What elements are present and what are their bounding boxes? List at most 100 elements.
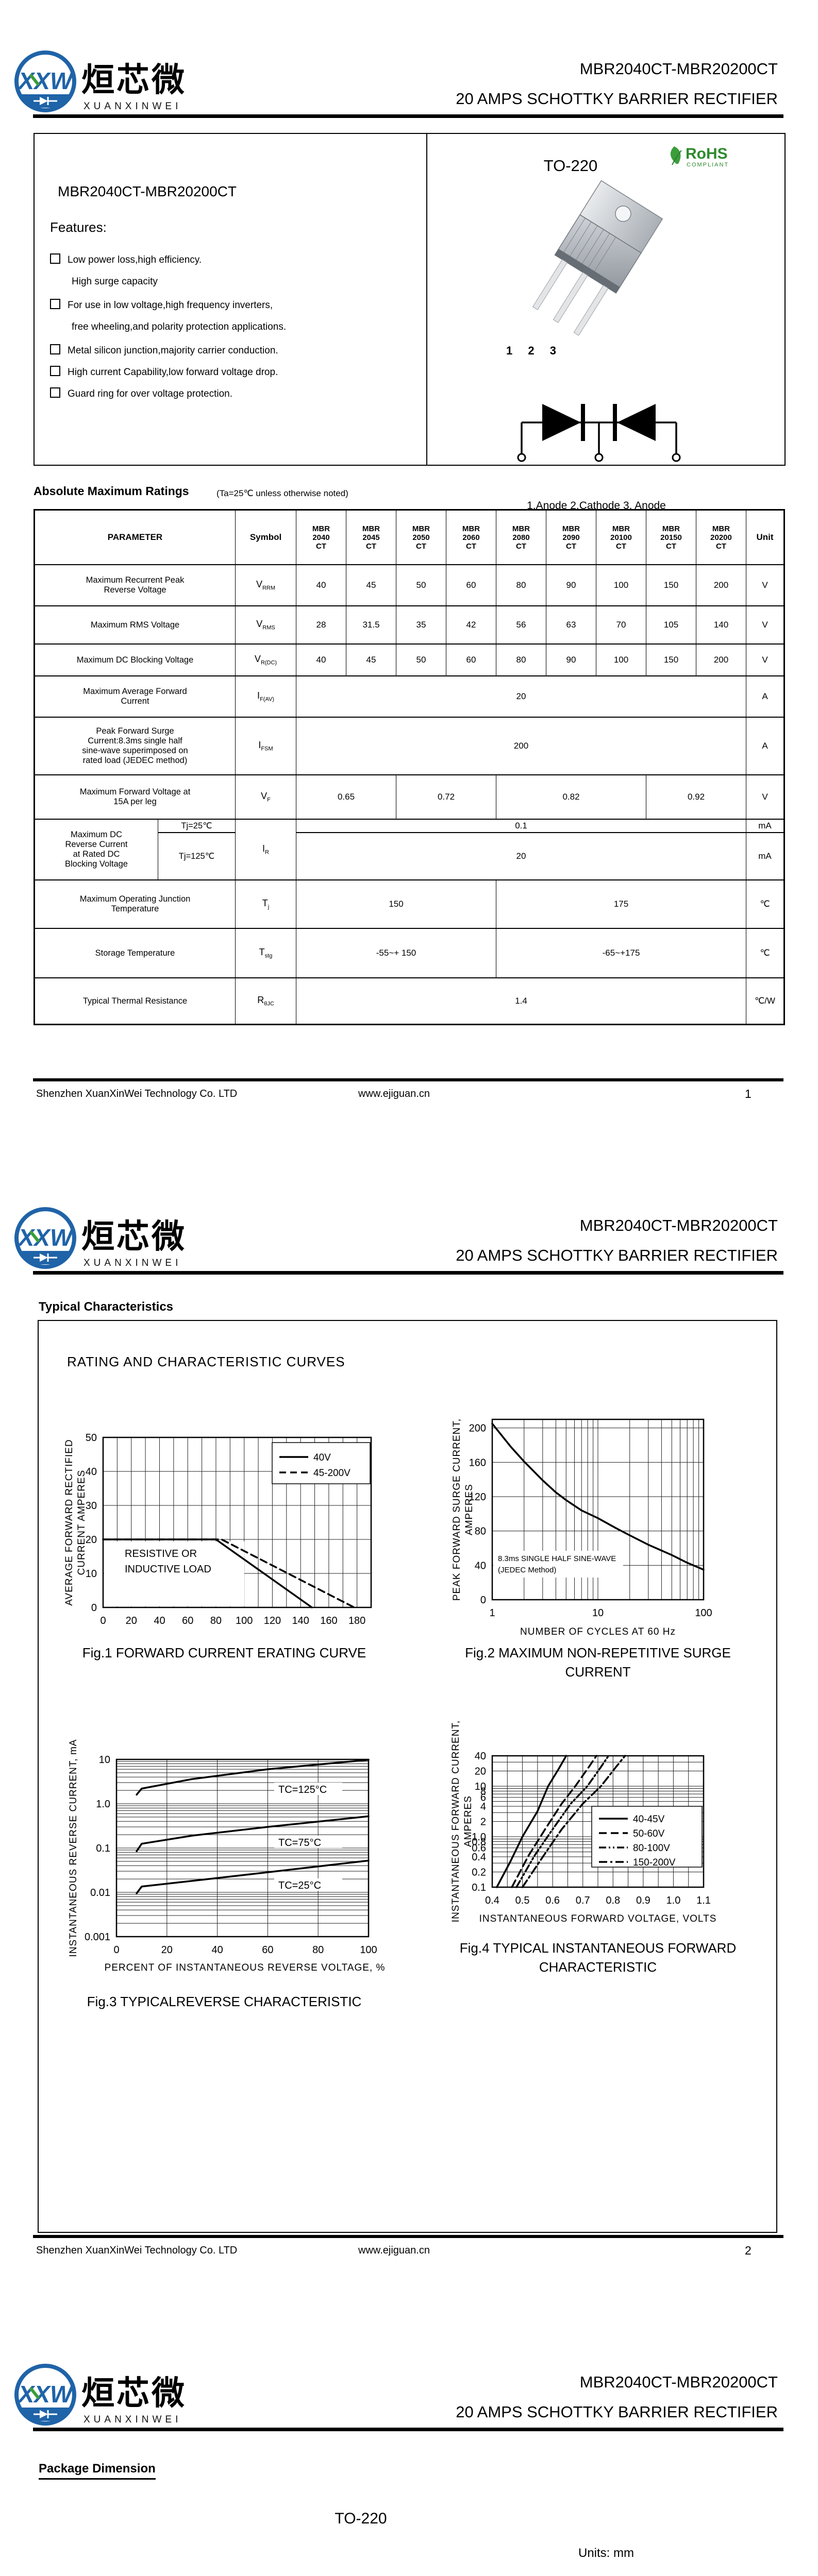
legend-label: 45-200V: [313, 1468, 350, 1479]
table-row: Maximum DC Reverse Current at Rated DC B…: [34, 819, 785, 880]
fig3-caption: Fig.3 TYPICALREVERSE CHARACTERISTIC: [87, 1994, 362, 2009]
feature-item: High surge capacity: [72, 276, 158, 287]
x-tick-label: 20: [161, 1944, 173, 1956]
legend-box: [272, 1442, 371, 1484]
typical-characteristics-heading: Typical Characteristics: [39, 1300, 174, 1314]
header-subtitle: 20 AMPS SCHOTTKY BARRIER RECTIFIER: [456, 90, 778, 108]
annotation: RESISTIVE OR: [125, 1548, 197, 1560]
footer-url[interactable]: www.ejiguan.cn: [358, 1088, 430, 1099]
leaf-icon: [670, 146, 681, 164]
col-header: MBR 20100 CT: [596, 509, 647, 565]
y-tick-label: 30: [86, 1500, 97, 1512]
fig1-caption: Fig.1 FORWARD CURRENT ERATING CURVE: [82, 1645, 366, 1660]
y-tick-label: 0.01: [90, 1887, 110, 1899]
x-tick-label: 0: [100, 1615, 106, 1626]
x-tick-label: 100: [236, 1615, 253, 1626]
feature-item: Low power loss,high efficiency.: [50, 253, 202, 266]
plot-border: [115, 1758, 370, 1938]
y-tick-label: 0.8: [472, 1836, 486, 1848]
x-tick-label: 0.7: [576, 1895, 590, 1906]
y-tick-label: 0.1: [472, 1882, 486, 1893]
logo-green-accent: [29, 74, 40, 86]
header-part-number: MBR2040CT-MBR20200CT: [579, 2373, 778, 2391]
y-tick-label: 0.4: [472, 1852, 486, 1863]
rohs-text: RoHS: [686, 145, 728, 162]
x-tick-label: 0.8: [606, 1895, 620, 1906]
y-tick-label: 0: [480, 1595, 486, 1606]
amr-title: Absolute Maximum Ratings: [34, 484, 189, 498]
y-tick-label: 0.6: [472, 1843, 486, 1854]
package-name: TO-220: [335, 2510, 387, 2527]
feature-item: Guard ring for over voltage protection.: [50, 387, 232, 400]
absolute-maximum-ratings-table: PARAMETER Symbol MBR 2040 CT MBR 2045 CT…: [34, 509, 786, 1025]
x-tick-label: 140: [292, 1615, 309, 1626]
y-axis-label: CURRENT AMPERES: [76, 1470, 87, 1575]
pin-numbers: 1 2 3: [506, 344, 562, 357]
x-tick-label: 0.4: [485, 1895, 499, 1906]
plot-border: [491, 1755, 705, 1888]
series-40-45V: [496, 1755, 567, 1888]
x-axis-label: INSTANTANEOUS FORWARD VOLTAGE, VOLTS: [479, 1913, 717, 1924]
terminal-2: [594, 453, 604, 462]
footer-company: Shenzhen XuanXinWei Technology Co. LTD: [36, 2245, 238, 2256]
series-150-200V: [521, 1755, 626, 1888]
x-tick-label: 1: [489, 1607, 495, 1619]
y-axis-label: INSTANTANEOUS FORWARD CURRENT,: [450, 1720, 461, 1922]
feature-item: High current Capability,low forward volt…: [50, 366, 278, 378]
y-tick-label: 1.0: [96, 1799, 110, 1810]
x-tick-label: 60: [182, 1615, 193, 1626]
table-row: Maximum DC Blocking Voltage VR(DC) 40 45 5…: [34, 643, 785, 676]
features-heading: Features:: [50, 219, 107, 235]
col-header: MBR 20200 CT: [696, 509, 747, 565]
y-axis-label: INSTANTANEOUS REVERSE CURRENT, mA: [68, 1739, 79, 1957]
col-header: Symbol: [235, 509, 297, 565]
y-tick-label: 0.1: [96, 1843, 110, 1854]
page-2: XXW 烜芯微 XUANXINWEI MBR2040CT-MBR20200CT …: [0, 1157, 818, 2313]
x-tick-label: 60: [262, 1944, 273, 1956]
table-row: Maximum Operating Junction Temperature T…: [34, 879, 785, 929]
x-tick-label: 0.6: [545, 1895, 560, 1906]
x-axis-label: PERCENT OF INSTANTANEOUS REVERSE VOLTAGE…: [105, 1962, 386, 1973]
series-45-200V: [102, 1538, 355, 1608]
brand-latin: XUANXINWEI: [84, 2414, 182, 2425]
fig3-chart: 0 20 40 60 80 100 10 1.0 0.1 0.01 0.001 TC=125°C TC=…: [68, 1739, 386, 1973]
series-TC=75°C: [136, 1815, 370, 1852]
y-tick-label: 50: [86, 1432, 97, 1444]
x-tick-label: 40: [211, 1944, 223, 1956]
annotation: 8.3ms SINGLE HALF SINE-WAVE: [498, 1554, 616, 1563]
table-row: Tj=125℃ 20 mA: [35, 832, 785, 880]
brand-chinese: 烜芯微: [81, 1218, 187, 1255]
legend-label: 150-200V: [633, 1857, 676, 1868]
header-rule: [33, 2428, 783, 2431]
y-tick-label: 8: [480, 1786, 486, 1797]
part-heading: MBR2040CT-MBR20200CT: [58, 183, 237, 199]
svg-text:XXW: XXW: [17, 2381, 74, 2408]
y-tick-label: 120: [469, 1492, 486, 1503]
series-label: TC=25°C: [278, 1880, 321, 1891]
col-header: MBR 2060 CT: [446, 509, 497, 565]
y-axis-label: AMPERES: [464, 1484, 475, 1535]
fig1-chart: 0 20 40 60 80 100 120 140 160 180 0 10 20 30 40 50 RESIS…: [64, 1432, 372, 1626]
terminal-3: [672, 453, 681, 462]
footer-url[interactable]: www.ejiguan.cn: [358, 2245, 430, 2256]
feature-item: For use in low voltage,high frequency in…: [50, 299, 273, 311]
y-tick-label: 10: [99, 1754, 110, 1766]
series-surge: [491, 1422, 705, 1571]
x-tick-label: 20: [126, 1615, 137, 1626]
page-number: 2: [745, 2244, 752, 2257]
fig2-caption: Fig.2 MAXIMUM NON-REPETITIVE SURGE CURRE…: [465, 1645, 731, 1680]
plot-border: [102, 1436, 372, 1608]
legend-label: 50-60V: [633, 1828, 665, 1839]
amr-note: (Ta=25℃ unless otherwise noted): [216, 488, 348, 498]
y-axis-label: PEAK FORWARD SURGE CURRENT,: [452, 1418, 462, 1601]
y-tick-label: 0.001: [85, 1931, 110, 1943]
header-subtitle: 20 AMPS SCHOTTKY BARRIER RECTIFIER: [456, 1246, 778, 1264]
col-header: MBR 2080 CT: [496, 509, 547, 565]
y-tick-label: 10: [86, 1568, 97, 1580]
x-tick-label: 0.5: [515, 1895, 530, 1906]
rohs-badge-icon: RoHS COMPLIANT: [670, 145, 728, 168]
page-number: 1: [745, 1087, 752, 1100]
legend-label: 40V: [313, 1452, 331, 1463]
col-header: MBR 2090 CT: [546, 509, 597, 565]
